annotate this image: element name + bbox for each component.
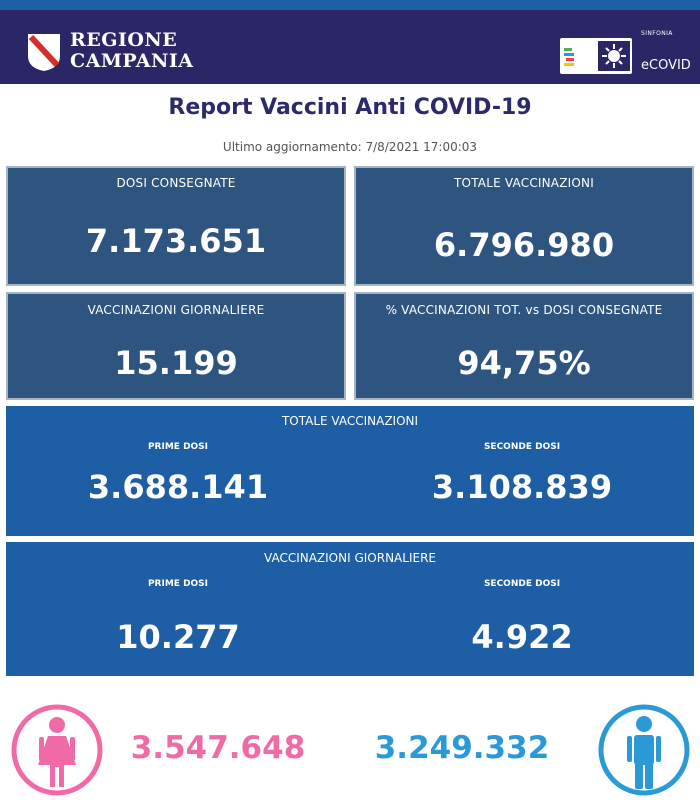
totale-vaccinazioni-panel: TOTALE VACCINAZIONI PRIME DOSI SECONDE D… (6, 406, 694, 536)
sinfonia-logo-icon (560, 38, 632, 74)
female-vaccinations-value: 3.547.648 (130, 730, 306, 766)
prime-dosi-label: PRIME DOSI (147, 442, 209, 452)
kpi-card-vaccinazioni-giornaliere: VACCINAZIONI GIORNALIERE 15.199 (6, 292, 346, 400)
seconde-dosi-value: 3.108.839 (431, 468, 613, 506)
ecovid-label: eCOVID (641, 58, 691, 73)
vaccinazioni-giornaliere-panel: VACCINAZIONI GIORNALIERE PRIME DOSI SECO… (6, 542, 694, 676)
male-person-icon (598, 704, 690, 796)
kpi-value: 6.796.980 (433, 226, 615, 264)
region-name-line1: REGIONE (70, 29, 178, 51)
kpi-label: DOSI CONSEGNATE (116, 176, 236, 190)
kpi-value: 15.199 (114, 344, 238, 382)
kpi-card-totale-vaccinazioni: TOTALE VACCINAZIONI 6.796.980 (354, 166, 694, 286)
region-campania-logo-icon (28, 34, 60, 71)
prime-dosi-value: 3.688.141 (87, 468, 269, 506)
prime-dosi-label: PRIME DOSI (147, 579, 209, 589)
page-title: Report Vaccini Anti COVID-19 (168, 95, 532, 120)
seconde-dosi-label: SECONDE DOSI (483, 442, 561, 452)
header-bar: REGIONE CAMPANIA SINFONIA eCOVID (0, 10, 700, 84)
prime-dosi-value: 10.277 (116, 618, 240, 656)
last-update-timestamp: Ultimo aggiornamento: 7/8/2021 17:00:03 (222, 140, 478, 154)
sinfonia-label: SINFONIA (641, 30, 673, 37)
region-name: REGIONE CAMPANIA (70, 30, 194, 72)
kpi-label: % VACCINAZIONI TOT. vs DOSI CONSEGNATE (385, 303, 663, 317)
panel-title: VACCINAZIONI GIORNALIERE (264, 551, 436, 565)
kpi-card-percentuale-vaccinazioni: % VACCINAZIONI TOT. vs DOSI CONSEGNATE 9… (354, 292, 694, 400)
panel-title: TOTALE VACCINAZIONI (281, 414, 419, 428)
seconde-dosi-label: SECONDE DOSI (483, 579, 561, 589)
region-name-line2: CAMPANIA (70, 50, 194, 72)
kpi-value: 7.173.651 (85, 222, 267, 260)
kpi-card-dosi-consegnate: DOSI CONSEGNATE 7.173.651 (6, 166, 346, 286)
female-person-icon (11, 704, 103, 796)
male-vaccinations-value: 3.249.332 (374, 730, 550, 766)
kpi-value: 94,75% (457, 344, 591, 382)
kpi-label: VACCINAZIONI GIORNALIERE (87, 303, 265, 317)
top-accent-bar (0, 0, 700, 10)
seconde-dosi-value: 4.922 (471, 618, 573, 656)
kpi-label: TOTALE VACCINAZIONI (454, 176, 594, 190)
